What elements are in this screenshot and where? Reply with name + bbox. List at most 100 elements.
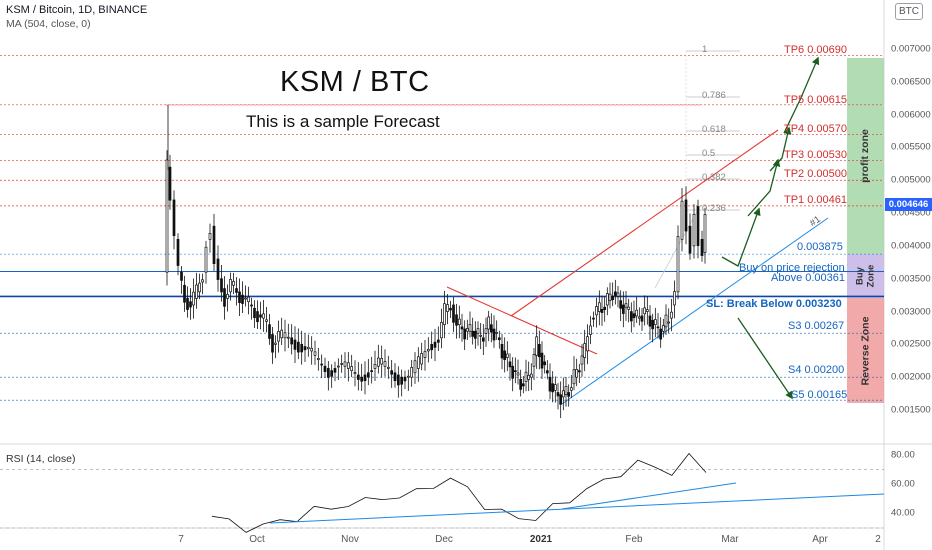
- candle-body: [481, 337, 485, 342]
- s3-label: S3 0.00267: [788, 320, 845, 332]
- rsi-tick-label: 40.00: [891, 507, 915, 519]
- candle-body: [527, 374, 531, 380]
- candle-body: [212, 225, 216, 264]
- candle-body: [393, 372, 397, 381]
- candle-body: [296, 341, 300, 353]
- candle-body: [216, 258, 220, 280]
- candle-body: [586, 336, 589, 352]
- rsi-title[interactable]: RSI (14, close): [6, 453, 76, 465]
- candle-body: [265, 319, 268, 322]
- candle-body: [189, 301, 192, 308]
- fib-label-0236: 0.236: [702, 203, 726, 214]
- candle-body: [603, 306, 607, 310]
- candle-body: [192, 291, 195, 306]
- fib-label-05: 0.5: [702, 148, 716, 159]
- price-tick-label: 0.003500: [891, 273, 931, 285]
- s5-label: S5 0.00165: [791, 389, 848, 401]
- time-tick-label: 2: [875, 534, 881, 545]
- candle-body: [597, 302, 601, 312]
- candle-body: [468, 324, 472, 332]
- buy-zone-rect: [847, 254, 884, 298]
- candle-body: [545, 370, 549, 374]
- candle-body: [569, 387, 573, 391]
- candle-body: [426, 348, 430, 352]
- candle-body: [632, 313, 636, 319]
- candle-body: [616, 292, 620, 297]
- candle-body: [280, 329, 284, 339]
- candle-body: [413, 360, 417, 374]
- candle-body: [648, 315, 652, 327]
- candle-body: [465, 328, 469, 332]
- time-tick-label: Feb: [625, 534, 643, 545]
- price-tick-label: 0.006000: [891, 109, 931, 121]
- candle-body: [293, 339, 297, 350]
- candle-body: [455, 314, 458, 326]
- candle-body: [274, 342, 277, 345]
- candle-body: [343, 361, 347, 367]
- tp1-label: TP1 0.00461: [784, 194, 847, 206]
- candle-body: [492, 328, 496, 341]
- candle-body: [529, 373, 533, 378]
- candle-body: [511, 365, 515, 379]
- candle-body: [229, 279, 232, 293]
- candle-body: [583, 343, 587, 358]
- candle-body: [519, 379, 523, 390]
- candle-body: [420, 353, 424, 365]
- candle-body: [532, 354, 536, 367]
- fib-label-1: 1: [702, 44, 708, 55]
- rsi-trendline-long: [269, 493, 885, 524]
- tp4-label: TP4 0.00570: [784, 123, 847, 135]
- candle-body: [548, 376, 552, 392]
- candle-body: [575, 369, 579, 378]
- candle-body: [497, 337, 501, 341]
- candle-body: [608, 293, 612, 301]
- candle-body: [403, 376, 407, 382]
- candle-body: [232, 281, 235, 286]
- entry-level-label: 0.003875: [797, 241, 843, 253]
- fib-label-0382: 0.382: [702, 172, 726, 183]
- ma-indicator-label[interactable]: MA (504, close, 0): [6, 18, 91, 30]
- candle-body: [396, 374, 400, 386]
- candle-body: [619, 300, 623, 309]
- candle-body: [621, 304, 625, 314]
- time-tick-label: Apr: [812, 534, 828, 545]
- candle-body: [223, 288, 226, 307]
- currency-badge[interactable]: BTC: [895, 3, 923, 20]
- candle-body: [443, 303, 446, 326]
- candle-body: [645, 309, 649, 312]
- candle-body: [172, 199, 176, 236]
- candle-body: [471, 330, 475, 337]
- fib-label-0786: 0.786: [702, 90, 726, 101]
- candle-body: [656, 326, 660, 329]
- forecast-subtitle[interactable]: This is a sample Forecast: [246, 112, 440, 131]
- reverse-zone-rect: [847, 298, 884, 403]
- candle-body: [350, 366, 354, 371]
- candle-body: [457, 318, 461, 326]
- candle-body: [564, 386, 568, 396]
- candle-body: [313, 351, 317, 356]
- reverse-zone-label: Reverse Zone: [859, 316, 871, 385]
- candle-body: [505, 353, 509, 358]
- candle-body: [659, 328, 663, 340]
- candle-body: [637, 316, 641, 319]
- price-tick-label: 0.002000: [891, 371, 931, 383]
- candle-body: [476, 328, 480, 334]
- rsi-tick-label: 80.00: [891, 449, 915, 461]
- candle-body: [241, 294, 244, 304]
- forecast-arrow-up-2: [769, 126, 792, 172]
- candle-body: [551, 383, 555, 393]
- forecast-title[interactable]: KSM / BTC: [280, 66, 430, 98]
- candle-body: [629, 311, 633, 322]
- candle-body: [537, 344, 541, 358]
- rsi-trendline-short: [561, 482, 737, 510]
- s4-label: S4 0.00200: [788, 364, 845, 376]
- candle-body: [543, 361, 547, 366]
- candle-body: [452, 304, 455, 323]
- buy-zone-label: Buy Zone: [853, 264, 876, 288]
- candle-body: [326, 368, 330, 378]
- candle-body: [703, 214, 707, 253]
- candle-body: [676, 236, 680, 293]
- candle-body: [643, 307, 647, 315]
- candle-body: [667, 321, 671, 324]
